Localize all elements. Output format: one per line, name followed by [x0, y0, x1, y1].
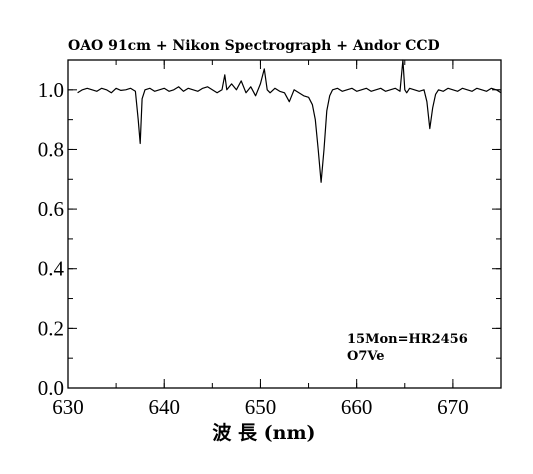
y-tick-label: 0.2	[38, 316, 64, 340]
axis-ticks	[67, 59, 502, 389]
y-tick-label: 1.0	[38, 78, 64, 102]
x-tick-label: 640	[148, 395, 180, 419]
spectral-type-annotation: O7Ve	[347, 349, 385, 364]
star-name-annotation: 15Mon=HR2456	[347, 332, 468, 347]
x-axis-label: 波 長 (nm)	[212, 421, 315, 444]
x-tick-label: 660	[341, 395, 373, 419]
chart-title: OAO 91cm + Nikon Spectrograph + Andor CC…	[68, 38, 440, 54]
plot-frame	[67, 59, 502, 389]
x-tick-label: 670	[437, 395, 469, 419]
y-tick-label: 0.8	[38, 137, 64, 161]
x-tick-label: 650	[245, 395, 277, 419]
x-tick-labels: 630 640 650 660 670	[52, 395, 468, 419]
y-tick-label: 0.4	[38, 257, 65, 281]
y-tick-label: 0.6	[38, 197, 64, 221]
y-tick-labels: 0.0 0.2 0.4 0.6 0.8 1.0	[38, 78, 65, 400]
y-tick-label: 0.0	[38, 376, 64, 400]
x-tick-label: 630	[52, 395, 84, 419]
spectrum-series-line	[77, 59, 502, 183]
